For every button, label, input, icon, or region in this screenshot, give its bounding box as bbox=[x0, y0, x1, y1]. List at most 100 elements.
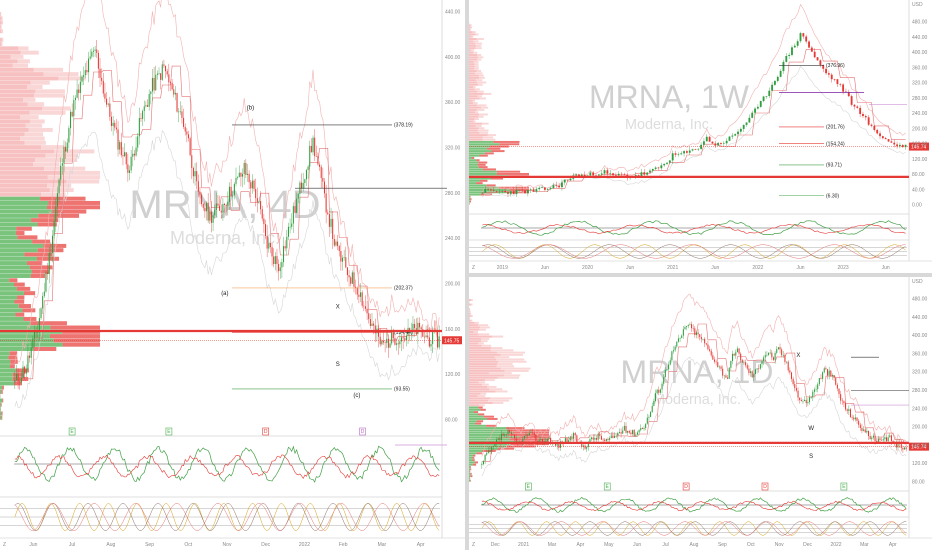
candle bbox=[902, 447, 904, 450]
candle bbox=[887, 437, 889, 442]
candle bbox=[135, 147, 137, 156]
oscillator-signal-line bbox=[481, 500, 907, 512]
oscillator-signal-line bbox=[14, 454, 440, 480]
price-tick-label: 400.00 bbox=[912, 333, 928, 339]
candle bbox=[25, 369, 27, 374]
candle bbox=[808, 397, 811, 403]
time-tick-label: 2021 bbox=[518, 542, 529, 548]
volume-profile-bar bbox=[473, 51, 478, 54]
volume-profile-bar bbox=[47, 175, 100, 180]
candle bbox=[392, 330, 394, 339]
volume-profile-bar bbox=[1, 415, 3, 420]
price-tick-label: 480.00 bbox=[912, 297, 928, 303]
candle bbox=[112, 122, 114, 127]
candle bbox=[742, 124, 745, 129]
event-marker bbox=[359, 427, 366, 436]
candle bbox=[358, 294, 360, 297]
candle bbox=[573, 433, 575, 439]
candle bbox=[707, 344, 709, 350]
price-tag: 145.74 bbox=[911, 145, 927, 151]
candle bbox=[546, 189, 549, 190]
candle bbox=[674, 153, 677, 155]
volume-profile-bar bbox=[0, 355, 9, 360]
volume-profile-bar bbox=[499, 143, 520, 146]
candle bbox=[556, 443, 558, 446]
volume-profile-bar bbox=[477, 104, 487, 107]
candle bbox=[563, 179, 566, 183]
volume-profile-bar bbox=[54, 149, 95, 154]
candle bbox=[754, 369, 756, 375]
volume-profile-bar bbox=[469, 470, 471, 473]
volume-profile-bar bbox=[0, 261, 28, 266]
volume-profile-bar bbox=[473, 331, 479, 334]
candle bbox=[674, 346, 676, 351]
wave-label: (a) bbox=[221, 291, 228, 297]
candle bbox=[137, 136, 139, 148]
candle bbox=[748, 368, 750, 373]
volume-profile-bar bbox=[9, 278, 18, 283]
volume-profile-bar bbox=[509, 438, 549, 441]
chart-pane-4d[interactable]: MRNA, 4D Moderna, Inc. (378.19) (202.37) (15… bbox=[0, 0, 465, 550]
volume-profile-bar bbox=[1, 389, 3, 394]
volume-profile-bar bbox=[0, 106, 43, 111]
volume-profile-bar bbox=[0, 132, 25, 137]
event-marker-label: E bbox=[70, 429, 74, 435]
candle bbox=[677, 154, 680, 155]
candle bbox=[725, 140, 728, 144]
candle bbox=[486, 452, 488, 455]
volume-profile-bar bbox=[469, 324, 479, 327]
candle bbox=[555, 443, 557, 446]
candle bbox=[30, 347, 32, 358]
candle bbox=[859, 107, 862, 114]
volume-profile-bar bbox=[13, 282, 25, 287]
volume-profile-bar bbox=[0, 93, 35, 98]
volume-profile-bar bbox=[469, 111, 476, 114]
candle bbox=[171, 82, 173, 90]
candle bbox=[602, 439, 604, 441]
candle bbox=[836, 384, 838, 389]
candle bbox=[722, 143, 725, 144]
volume-profile bbox=[469, 299, 549, 482]
candle bbox=[722, 368, 724, 376]
volume-profile-bar bbox=[476, 452, 483, 455]
candle bbox=[594, 438, 596, 440]
candle bbox=[371, 323, 373, 326]
volume-profile-bar bbox=[469, 319, 471, 322]
oscillator-signal-line bbox=[482, 223, 906, 235]
volume-profile-bar bbox=[0, 278, 10, 283]
candle bbox=[772, 357, 774, 360]
candle bbox=[481, 464, 483, 465]
chart-pane-1d[interactable]: MRNA, 1D Moderna, Inc. 145.74 X W S E E D D E 480.0… bbox=[469, 277, 932, 550]
volume-profile-bar bbox=[469, 413, 478, 416]
volume-profile-bar bbox=[469, 54, 478, 57]
volume-profile-bar bbox=[469, 86, 474, 89]
time-tick-label: Nov bbox=[223, 542, 232, 548]
candle bbox=[784, 355, 786, 362]
volume-profile-bar bbox=[486, 184, 496, 187]
volume-profile-bar bbox=[30, 273, 46, 278]
volume-profile-bar bbox=[28, 127, 53, 132]
time-tick-label: 2021 bbox=[667, 265, 678, 271]
oscillator-line bbox=[481, 496, 907, 513]
candle bbox=[705, 343, 707, 345]
candle bbox=[497, 438, 499, 440]
volume-profile-bar bbox=[0, 127, 29, 132]
candle bbox=[830, 74, 833, 80]
candle bbox=[274, 256, 276, 265]
candle bbox=[683, 151, 685, 154]
candle bbox=[369, 319, 371, 326]
watermark-subtitle: Moderna, Inc. bbox=[653, 392, 741, 408]
candle bbox=[682, 329, 684, 336]
candle bbox=[705, 136, 708, 142]
volume-profile-bar bbox=[469, 310, 471, 313]
volume-profile-bar bbox=[469, 463, 473, 466]
chart-pane-1w[interactable]: MRNA, 1W Moderna, Inc. (376.96) (201.76) (15… bbox=[469, 0, 932, 273]
candle bbox=[161, 64, 163, 80]
volume-profile-bar bbox=[476, 108, 485, 111]
chart-svg-1w[interactable]: MRNA, 1W Moderna, Inc. (376.96) (201.76) (15… bbox=[469, 0, 932, 273]
volume-profile-bar bbox=[0, 24, 1, 29]
price-tick-label: 120.00 bbox=[912, 461, 928, 467]
volume-profile-bar bbox=[469, 340, 481, 343]
